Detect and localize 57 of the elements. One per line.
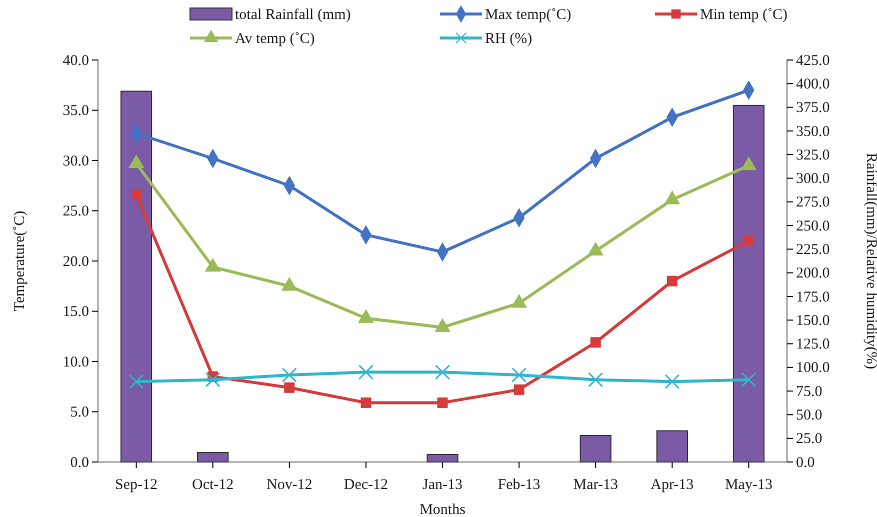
y2-tick-label: 300.0 (796, 171, 830, 188)
y2-tick-label: 400.0 (796, 76, 830, 92)
y-tick-label: 15.0 (62, 304, 89, 320)
point (131, 189, 142, 200)
x-tick-label: Sep-12 (115, 477, 158, 493)
y-tick-label: 5.0 (70, 404, 89, 421)
y2-tick-label: 175.0 (796, 289, 830, 306)
legend-label: total Rainfall (mm) (235, 7, 351, 23)
y2-tick-label: 200.0 (796, 266, 830, 282)
y2-tick-label: 125.0 (796, 336, 830, 353)
y-tick-label: 10.0 (62, 354, 89, 370)
bar (120, 90, 152, 462)
bar (732, 104, 765, 462)
y2-tick-label: 250.0 (796, 218, 830, 234)
point (514, 384, 524, 395)
y2-tick-label: 325.0 (796, 147, 830, 164)
legend-label: Min temp (˚C) (700, 7, 788, 23)
y-tick-label: 40.0 (62, 52, 89, 69)
y2-tick-label: 50.0 (796, 408, 822, 424)
y2-tick-label: 100.0 (796, 360, 830, 376)
point (666, 276, 678, 286)
legend-label: Av temp (˚C) (235, 31, 315, 47)
legend-label: Max temp(˚C) (485, 7, 572, 23)
x-tick-label: May-13 (724, 477, 772, 493)
x-tick-label: Feb-13 (498, 477, 540, 493)
x-tick-label: Dec-12 (344, 477, 388, 493)
y-tick-label: 0.0 (70, 454, 89, 471)
legend-label: RH (%) (485, 31, 532, 47)
point (284, 382, 295, 393)
y-tick-label: 30.0 (62, 153, 89, 170)
bar (197, 452, 229, 462)
x-tick-label: Jan-13 (422, 477, 462, 493)
point (743, 236, 754, 246)
y2-tick-label: 225.0 (796, 242, 830, 258)
x-tick-label: Oct-12 (192, 477, 234, 493)
y2-tick-label: 275.0 (796, 194, 830, 211)
bar (426, 454, 458, 462)
y2-tick-label: 0.0 (796, 454, 815, 471)
bar (656, 430, 688, 462)
y2-tick-label: 75.0 (796, 384, 822, 400)
bar (580, 435, 612, 462)
x-tick-label: Mar-13 (573, 477, 618, 493)
y-tick-label: 25.0 (62, 204, 89, 220)
y2-tick-label: 375.0 (796, 100, 830, 116)
y2-tick-label: 425.0 (796, 52, 830, 69)
x-axis-title: Months (420, 502, 466, 517)
y-axis-title: Temperature(˚C) (12, 210, 28, 312)
y2-tick-label: 25.0 (796, 431, 822, 448)
x-tick-label: Apr-13 (650, 477, 694, 493)
y2-tick-label: 150.0 (796, 312, 830, 329)
point (360, 397, 372, 408)
point (437, 397, 448, 408)
y-tick-label: 20.0 (62, 254, 89, 270)
y-tick-label: 35.0 (62, 103, 89, 120)
point (590, 337, 601, 348)
x-tick-label: Nov-12 (266, 477, 312, 493)
y2-tick-label: 350.0 (796, 124, 830, 140)
